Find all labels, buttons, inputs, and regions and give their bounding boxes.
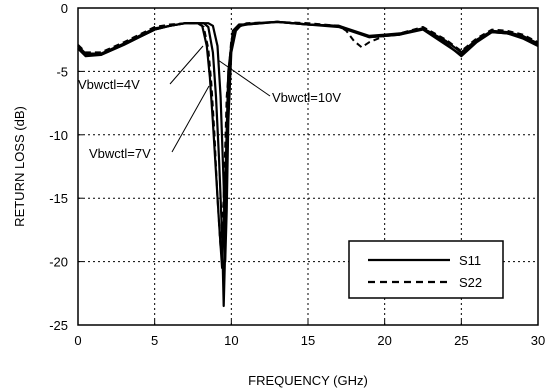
legend-label-s11: S11 [459,253,481,268]
x-tick-label: 15 [301,333,315,348]
grid [78,8,538,325]
x-tick-label: 0 [74,333,81,348]
x-tick-label: 30 [531,333,545,348]
series-group [77,20,539,308]
x-tick-label: 25 [454,333,468,348]
y-axis-label: RETURN LOSS (dB) [12,106,27,227]
annotation-leader [169,45,204,85]
axis-ticks: 0 5 10 15 20 25 30 0 -5 -10 -15 -20 -25 [49,1,545,348]
x-tick-label: 10 [224,333,238,348]
annotation-label: Vbwctl=10V [272,90,341,105]
legend-box [348,240,504,299]
annotation-leader [217,59,271,97]
annotation-label: Vbwctl=4V [78,77,140,92]
y-tick-label: -15 [49,191,68,206]
y-tick-label: -20 [49,255,68,270]
y-tick-label: -25 [49,318,68,333]
legend-label-s22: S22 [459,275,482,290]
y-tick-label: -5 [56,64,68,79]
y-tick-label: 0 [61,1,68,16]
x-tick-label: 20 [377,333,391,348]
annotation-leader [171,85,210,153]
x-tick-label: 5 [151,333,158,348]
annotations: Vbwctl=4V Vbwctl=10V Vbwctl=7V [78,45,341,161]
y-tick-label: -10 [49,128,68,143]
annotation-label: Vbwctl=7V [89,146,151,161]
series-line-4 [77,20,539,250]
x-axis-label: FREQUENCY (GHz) [248,373,368,388]
series-line-3 [77,20,539,263]
